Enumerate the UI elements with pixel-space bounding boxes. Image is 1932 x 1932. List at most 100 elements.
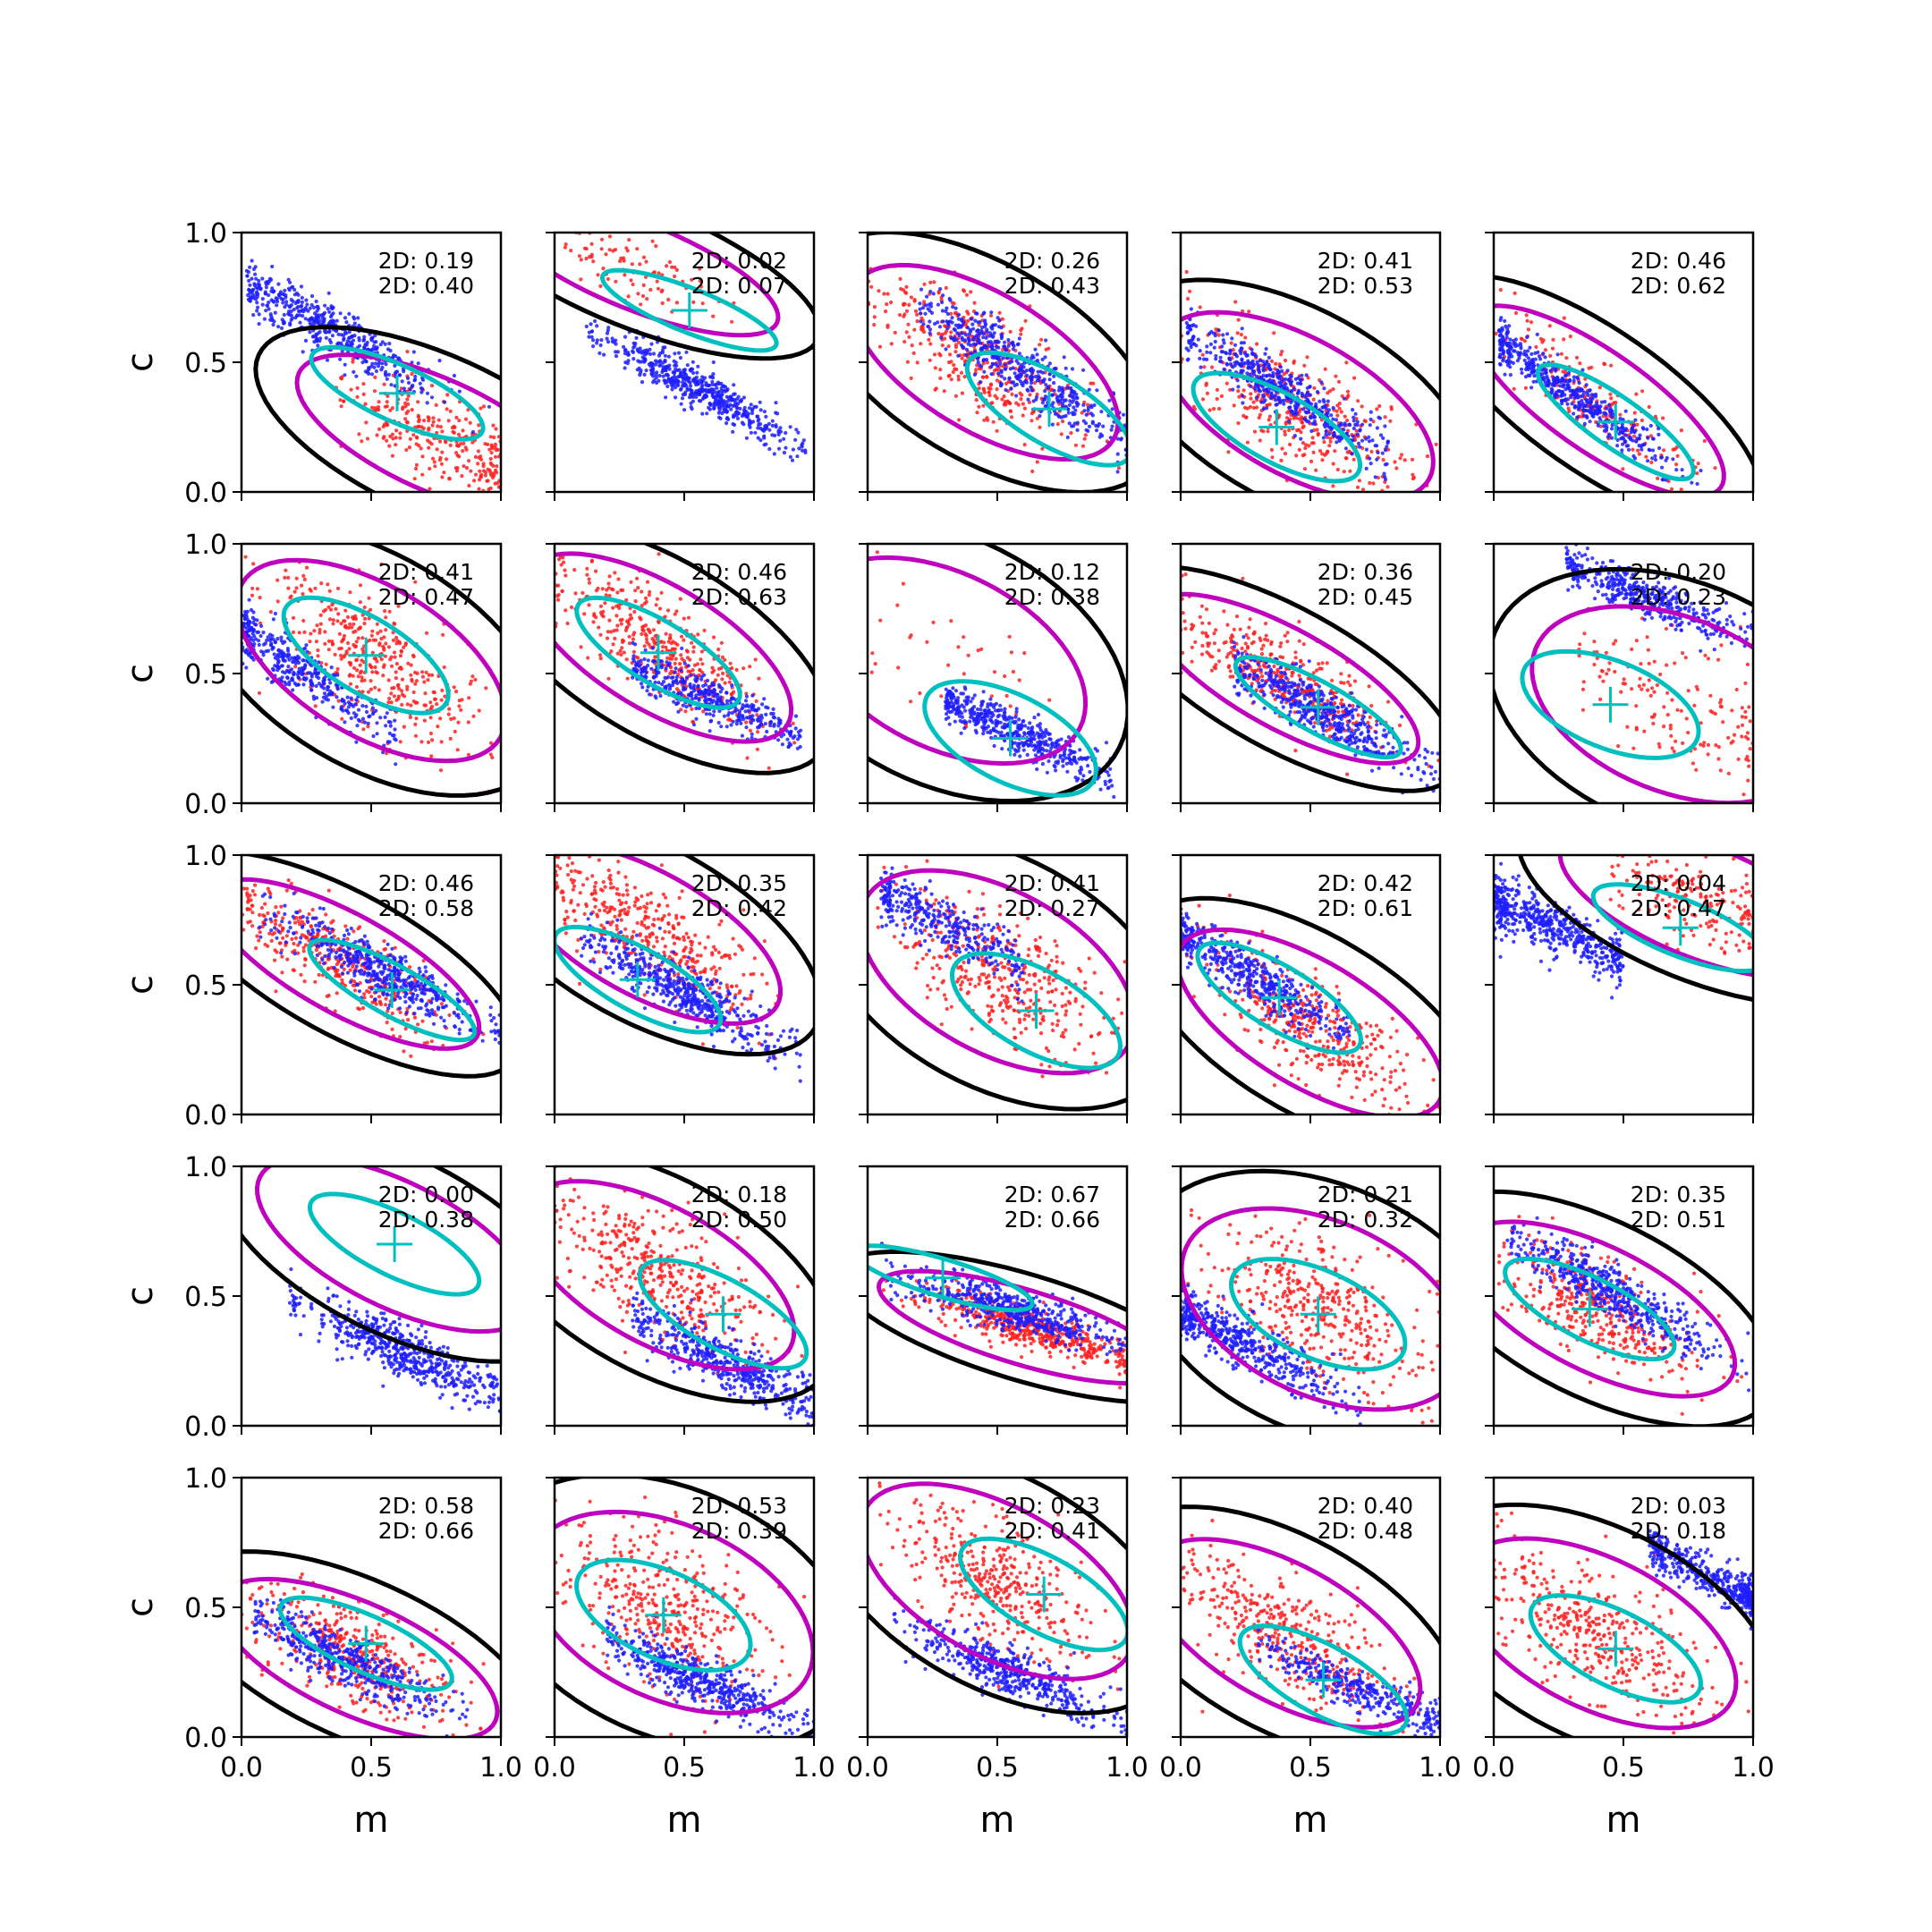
- blue-points-point: [972, 372, 977, 377]
- red-points-point: [915, 312, 919, 317]
- blue-points-point: [290, 667, 294, 672]
- blue-points-point: [254, 276, 258, 281]
- blue-points-point: [1385, 439, 1390, 444]
- red-points-point: [396, 697, 401, 701]
- inner-contour: [309, 344, 486, 442]
- red-points-point: [1241, 413, 1246, 418]
- blue-points-point: [758, 438, 763, 443]
- red-points-point: [1294, 416, 1299, 420]
- red-points-point: [1022, 406, 1027, 411]
- blue-points-point: [1304, 411, 1309, 415]
- blue-points-point: [245, 622, 250, 626]
- blue-points-point: [671, 377, 675, 383]
- red-points-point: [723, 657, 727, 662]
- red-points-point: [1343, 456, 1348, 461]
- blue-points-point: [1541, 352, 1546, 356]
- blue-points-point: [791, 447, 796, 452]
- blue-points-point: [591, 344, 596, 349]
- blue-points-point: [714, 382, 718, 386]
- blue-points-point: [1307, 419, 1311, 424]
- red-points-point: [348, 673, 352, 677]
- blue-points-point: [1309, 428, 1314, 434]
- blue-points-point: [367, 371, 371, 376]
- blue-points-point: [384, 724, 388, 728]
- blue-points-point: [1084, 412, 1089, 417]
- red-points-point: [1327, 444, 1332, 448]
- red-points-point: [464, 466, 470, 470]
- blue-points-point: [286, 652, 291, 657]
- blue-points-point: [1607, 402, 1612, 407]
- red-points-point: [352, 622, 356, 626]
- blue-points-point: [1284, 377, 1288, 382]
- red-points-point: [1375, 407, 1379, 411]
- blue-points-point: [990, 344, 995, 349]
- blue-points-point: [595, 324, 599, 328]
- blue-points-point: [265, 638, 269, 643]
- red-points-point: [946, 344, 951, 349]
- blue-points-point: [674, 367, 678, 371]
- red-points-point: [487, 447, 492, 452]
- blue-points-point: [1376, 450, 1380, 455]
- blue-points-point: [343, 316, 348, 320]
- inner-contour: [599, 267, 779, 353]
- red-points-point: [1245, 440, 1250, 445]
- red-points-point: [377, 427, 382, 431]
- blue-points-point: [369, 364, 374, 369]
- red-points-point: [1653, 414, 1657, 419]
- blue-points-point: [1214, 353, 1218, 359]
- blue-points-point: [928, 331, 932, 335]
- blue-points-point: [724, 388, 730, 393]
- blue-points-point: [286, 311, 291, 317]
- blue-points-point: [691, 394, 696, 399]
- red-points-point: [938, 368, 943, 372]
- red-points-point: [473, 472, 479, 477]
- blue-points-point: [1603, 400, 1607, 404]
- red-points-point: [379, 657, 384, 662]
- blue-points-point: [266, 281, 270, 286]
- blue-points-point: [279, 635, 284, 640]
- red-points-point: [327, 617, 333, 622]
- blue-points-point: [664, 369, 668, 373]
- red-points-point: [408, 715, 412, 720]
- blue-points-point: [670, 384, 674, 388]
- red-points-point: [1237, 394, 1241, 399]
- blue-points-point: [1047, 377, 1052, 382]
- red-points-point: [407, 445, 411, 450]
- red-points-point: [1326, 449, 1330, 453]
- blue-points-point: [649, 342, 654, 346]
- red-points-point: [343, 608, 348, 613]
- marker-plus: [379, 375, 415, 411]
- red-points-point: [416, 413, 420, 418]
- blue-points-point: [724, 421, 729, 426]
- red-points-point: [1346, 394, 1351, 398]
- blue-points-point: [1099, 410, 1104, 414]
- blue-points-point: [1561, 378, 1565, 383]
- red-points-point: [948, 352, 953, 357]
- red-points-point: [607, 234, 613, 239]
- blue-points-point: [1337, 438, 1342, 443]
- blue-points-point: [314, 683, 318, 689]
- red-points-point: [1006, 341, 1012, 345]
- red-points-point: [436, 724, 440, 729]
- red-points-point: [456, 432, 462, 436]
- red-points-point: [927, 337, 931, 342]
- red-points-point: [1679, 428, 1683, 433]
- red-points-point: [442, 665, 446, 670]
- red-points-point: [910, 343, 914, 348]
- blue-points-point: [419, 390, 424, 394]
- blue-points-point: [931, 292, 936, 296]
- red-points-point: [430, 673, 435, 677]
- blue-points-point: [1602, 424, 1606, 428]
- red-points-point: [1661, 416, 1665, 420]
- red-points-point: [1211, 407, 1216, 411]
- blue-points-point: [264, 309, 268, 313]
- red-points-point: [582, 246, 588, 250]
- red-points-point: [1198, 305, 1202, 309]
- red-points-point: [1030, 469, 1035, 474]
- red-points-point: [587, 577, 591, 581]
- blue-points-point: [982, 358, 987, 362]
- blue-points-point: [273, 640, 277, 644]
- red-points-point: [454, 469, 459, 473]
- blue-points-point: [352, 321, 357, 326]
- red-points-point: [660, 301, 665, 306]
